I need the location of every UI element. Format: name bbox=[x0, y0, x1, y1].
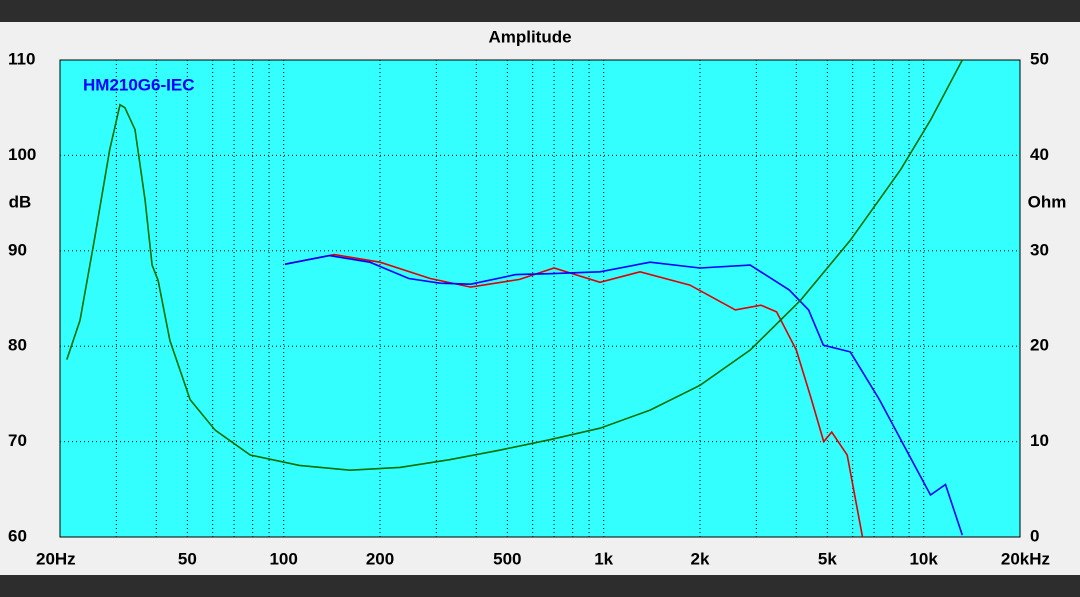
x-tick-label: 100 bbox=[269, 549, 297, 568]
x-tick-label: 5k bbox=[818, 549, 837, 568]
y-tick-label: 80 bbox=[8, 336, 27, 355]
x-tick-label: 1k bbox=[594, 549, 613, 568]
x-tick-label: 200 bbox=[366, 549, 394, 568]
plot-area bbox=[59, 59, 1021, 538]
legend-entry: HM210G6-IEC bbox=[83, 75, 194, 94]
y-tick-label: 60 bbox=[8, 526, 27, 545]
series-line bbox=[66, 59, 964, 472]
x-tick-label: 10k bbox=[909, 549, 938, 568]
series-line bbox=[284, 254, 964, 536]
y2-axis-label: Ohm bbox=[1028, 192, 1067, 211]
y2-tick-label: 40 bbox=[1030, 145, 1049, 164]
x-tick-label: 20kHz bbox=[1001, 549, 1050, 568]
y-axis-label: dB bbox=[9, 192, 32, 211]
chart-title: Amplitude bbox=[488, 27, 571, 46]
x-tick-label: 2k bbox=[691, 549, 710, 568]
x-tick-label: 500 bbox=[493, 549, 521, 568]
y2-tick-label: 20 bbox=[1030, 336, 1049, 355]
y2-tick-label: 50 bbox=[1030, 49, 1049, 68]
y2-tick-label: 10 bbox=[1030, 431, 1049, 450]
series-line bbox=[284, 253, 864, 538]
y-tick-label: 110 bbox=[8, 49, 35, 68]
x-tick-label: 50 bbox=[178, 549, 197, 568]
y2-tick-label: 30 bbox=[1030, 240, 1049, 259]
y-tick-label: 90 bbox=[8, 240, 27, 259]
x-tick-label: 20Hz bbox=[36, 549, 76, 568]
y-tick-label: 70 bbox=[8, 431, 27, 450]
y2-tick-label: 0 bbox=[1030, 526, 1039, 545]
y-tick-label: 100 bbox=[8, 145, 36, 164]
